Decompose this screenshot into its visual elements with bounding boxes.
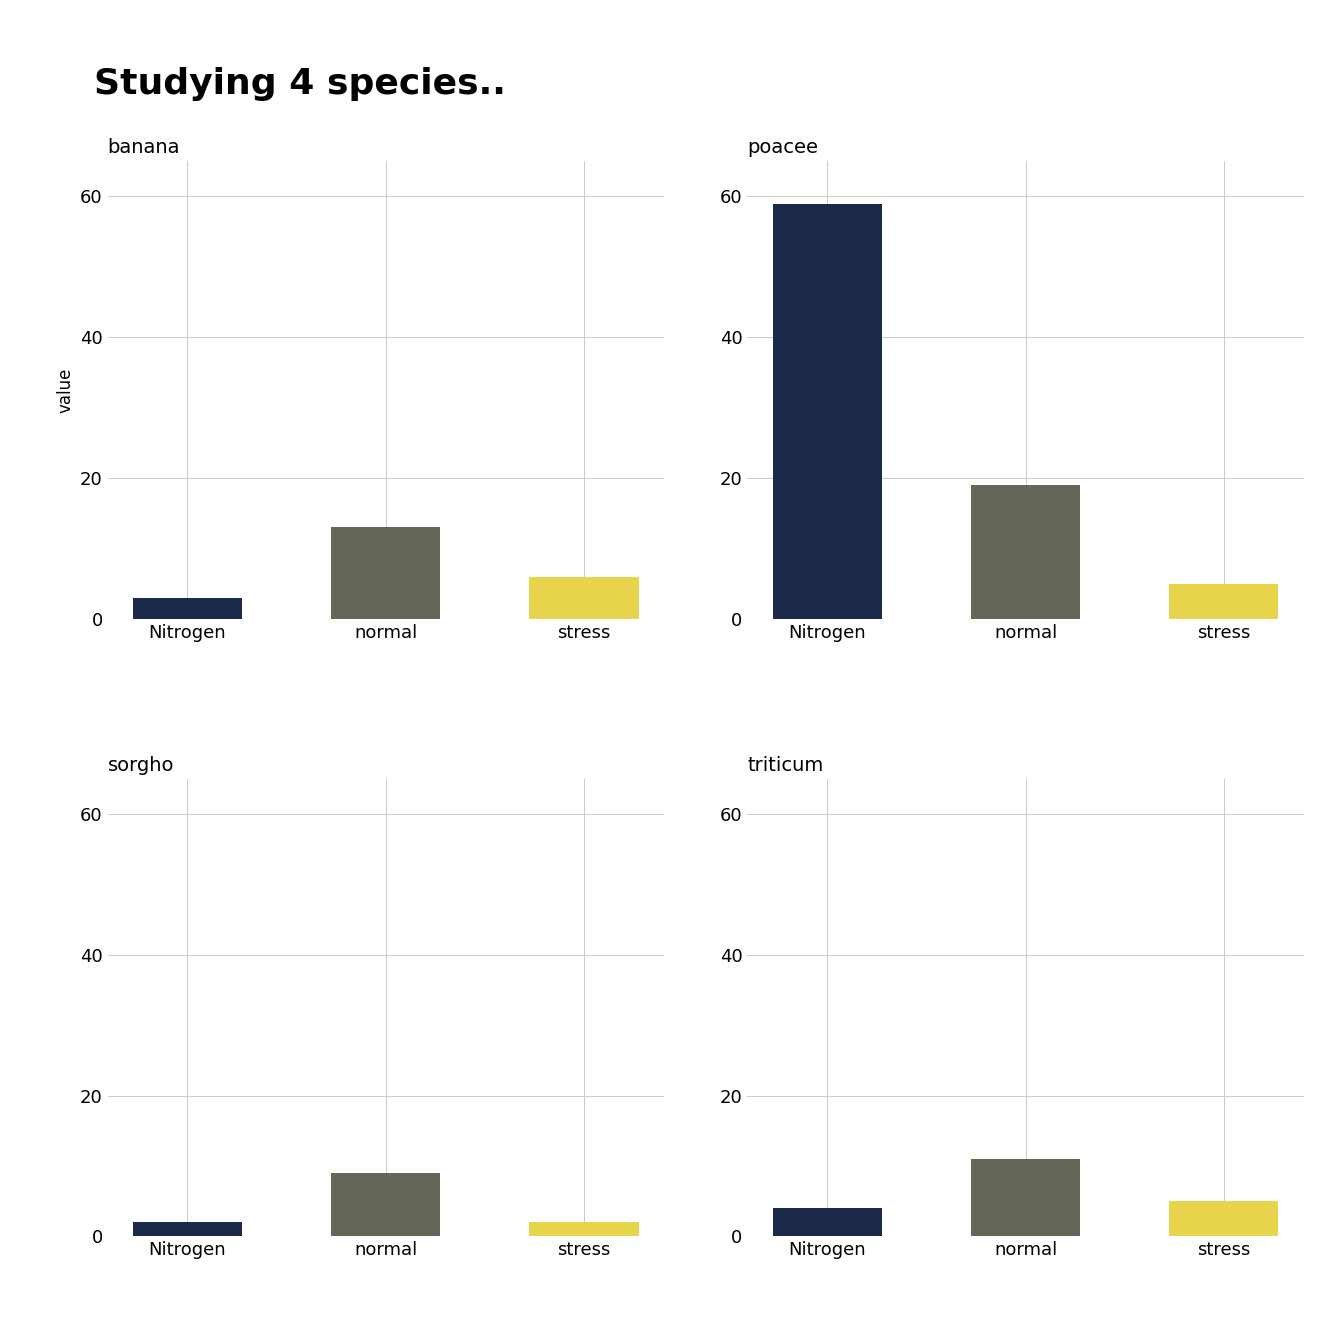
Bar (530, 577, 638, 618)
Bar (773, 203, 882, 618)
Bar (530, 1223, 638, 1236)
Bar (133, 1223, 242, 1236)
Text: poacee: poacee (747, 138, 818, 157)
Bar (773, 1208, 882, 1236)
Bar (970, 485, 1081, 618)
Text: sorgho: sorgho (108, 755, 173, 774)
Bar (1169, 1202, 1278, 1236)
Bar (970, 1159, 1081, 1236)
Bar (331, 527, 441, 618)
Text: Studying 4 species..: Studying 4 species.. (94, 67, 505, 101)
Text: triticum: triticum (747, 755, 824, 774)
Bar (331, 1173, 441, 1236)
Bar (133, 598, 242, 618)
Bar (1169, 583, 1278, 618)
Y-axis label: value: value (56, 367, 74, 413)
Text: banana: banana (108, 138, 180, 157)
